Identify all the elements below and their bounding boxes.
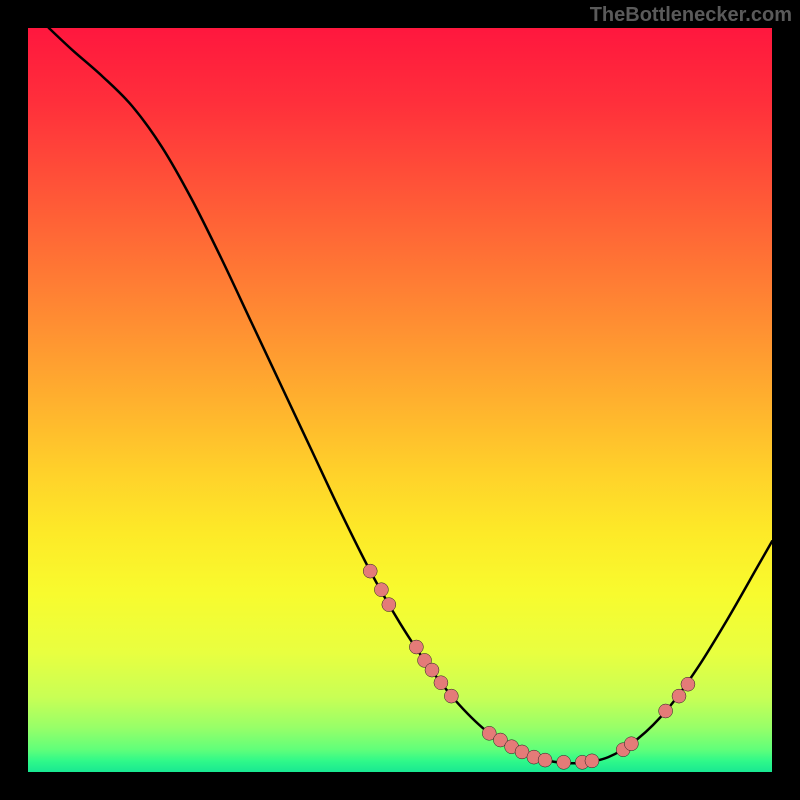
data-marker [659,704,673,718]
data-marker [409,640,423,654]
marker-group [363,564,695,769]
data-marker [672,689,686,703]
data-marker [681,677,695,691]
data-marker [557,755,571,769]
data-marker [538,753,552,767]
data-marker [382,598,396,612]
data-marker [444,689,458,703]
data-marker [434,676,448,690]
data-marker [374,583,388,597]
watermark-text: TheBottlenecker.com [590,4,792,27]
curve-layer [28,28,772,772]
data-marker [624,737,638,751]
bottleneck-curve [49,28,772,763]
data-marker [425,663,439,677]
data-marker [585,754,599,768]
plot-area [28,28,772,772]
data-marker [363,564,377,578]
